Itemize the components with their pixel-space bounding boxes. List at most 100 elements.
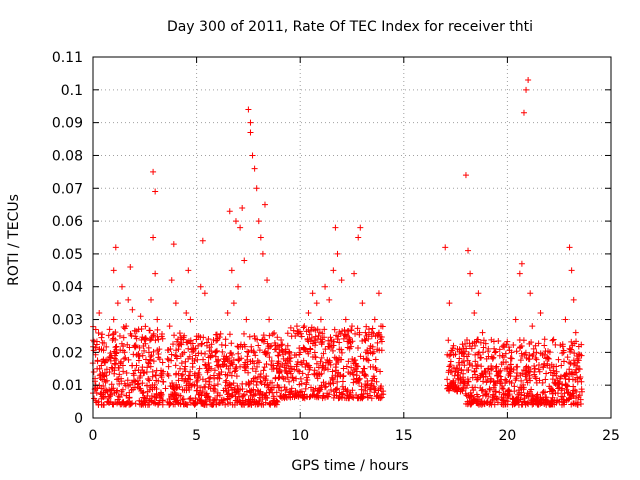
- data-point: [259, 396, 266, 403]
- data-point: [517, 357, 524, 364]
- data-point: [559, 385, 566, 392]
- data-point: [312, 342, 319, 349]
- data-point: [495, 338, 502, 345]
- data-point: [465, 247, 472, 254]
- data-point: [477, 354, 484, 361]
- data-point: [205, 360, 212, 367]
- data-point: [211, 382, 218, 389]
- data-point: [133, 335, 140, 342]
- data-point: [542, 376, 549, 383]
- data-point: [524, 400, 531, 407]
- data-point: [318, 370, 325, 377]
- data-point: [575, 357, 582, 364]
- data-point: [147, 363, 154, 370]
- data-point: [262, 377, 269, 384]
- data-point: [355, 234, 362, 241]
- data-point: [305, 371, 312, 378]
- data-point: [229, 351, 236, 358]
- data-point: [510, 341, 517, 348]
- data-point: [216, 375, 223, 382]
- data-point: [467, 270, 474, 277]
- data-point: [566, 359, 573, 366]
- data-point: [535, 362, 542, 369]
- y-tick-label: 0.06: [52, 214, 83, 230]
- data-point: [458, 366, 465, 373]
- data-point: [237, 224, 244, 231]
- data-point: [143, 382, 150, 389]
- data-point: [307, 346, 314, 353]
- data-point: [318, 339, 325, 346]
- data-point: [135, 357, 142, 364]
- data-point: [491, 349, 498, 356]
- data-point: [326, 391, 333, 398]
- data-point: [573, 338, 580, 345]
- data-point: [152, 400, 159, 407]
- data-point: [211, 397, 218, 404]
- data-point: [187, 376, 194, 383]
- data-point: [179, 371, 186, 378]
- data-point: [500, 359, 507, 366]
- data-point: [354, 325, 361, 332]
- data-point: [286, 378, 293, 385]
- data-point: [446, 352, 453, 359]
- data-point: [275, 360, 282, 367]
- data-point: [510, 366, 517, 373]
- data-point: [472, 371, 479, 378]
- data-point: [104, 388, 111, 395]
- data-point: [528, 386, 535, 393]
- data-point: [120, 343, 127, 350]
- data-point: [312, 339, 319, 346]
- data-point: [254, 336, 261, 343]
- data-point: [125, 356, 132, 363]
- data-point: [238, 355, 245, 362]
- data-point: [368, 395, 375, 402]
- data-point: [152, 188, 159, 195]
- data-point: [201, 290, 208, 297]
- data-point: [287, 370, 294, 377]
- data-point: [149, 373, 156, 380]
- x-tick-label: 20: [498, 428, 516, 444]
- data-point: [232, 367, 239, 374]
- data-point: [289, 374, 296, 381]
- data-point: [473, 376, 480, 383]
- y-axis-tick-labels: 0 0.01 0.02 0.03 0.04 0.05 0.06 0.07 0.08 0.09 0.1…: [52, 50, 83, 427]
- data-point: [299, 370, 306, 377]
- data-point: [187, 316, 194, 323]
- data-point: [264, 395, 271, 402]
- data-point: [371, 375, 378, 382]
- data-point: [202, 362, 209, 369]
- data-point: [313, 300, 320, 307]
- data-point: [92, 326, 99, 333]
- data-point: [359, 300, 366, 307]
- data-point: [564, 383, 571, 390]
- data-point: [245, 369, 252, 376]
- data-point: [250, 348, 257, 355]
- data-point: [520, 384, 527, 391]
- data-point: [447, 358, 454, 365]
- data-point: [208, 341, 215, 348]
- data-point: [94, 365, 101, 372]
- data-point: [260, 367, 267, 374]
- data-point: [460, 370, 467, 377]
- data-point: [142, 323, 149, 330]
- data-point: [318, 354, 325, 361]
- x-axis-tick-labels: 0 5 10 15 20 25: [89, 428, 620, 444]
- data-point: [271, 330, 278, 337]
- data-point: [300, 324, 307, 331]
- data-point: [155, 336, 162, 343]
- data-point: [110, 267, 117, 274]
- data-point: [263, 360, 270, 367]
- data-point: [150, 358, 157, 365]
- data-point: [235, 283, 242, 290]
- data-point: [286, 349, 293, 356]
- data-point: [343, 388, 350, 395]
- data-point: [174, 355, 181, 362]
- data-point: [329, 376, 336, 383]
- data-point: [489, 355, 496, 362]
- data-point: [333, 355, 340, 362]
- data-point: [297, 330, 304, 337]
- data-point: [123, 392, 130, 399]
- data-point: [288, 385, 295, 392]
- data-point: [202, 361, 209, 368]
- data-point: [473, 365, 480, 372]
